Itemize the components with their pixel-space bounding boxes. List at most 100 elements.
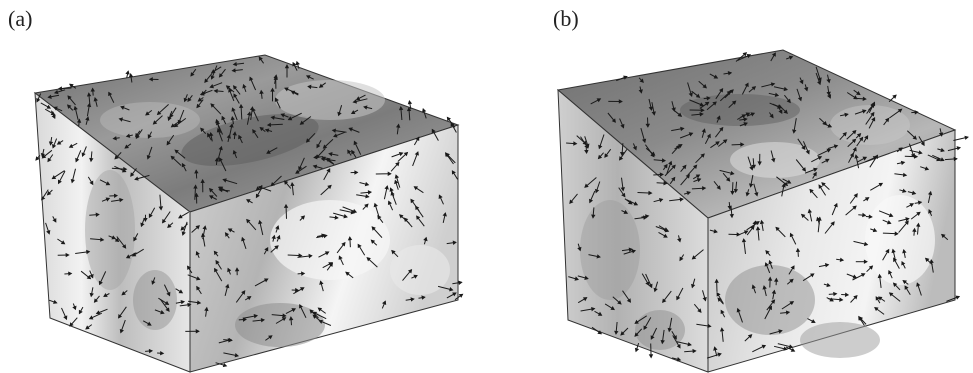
flow-arrow-head — [193, 184, 198, 189]
flow-arrow-head — [706, 133, 711, 139]
flow-arrow-head — [856, 133, 862, 138]
flow-arrow-head — [354, 170, 359, 175]
flow-arrow-head — [167, 223, 172, 228]
flow-arrow-head — [853, 193, 858, 198]
flow-arrow-head — [47, 157, 52, 163]
flow-arrow-head — [93, 298, 99, 303]
flow-arrow-head — [826, 148, 832, 153]
flow-arrow-head — [166, 291, 171, 297]
flow-arrow-head — [617, 300, 622, 305]
flow-arrow-head — [209, 84, 214, 89]
flow-arrow-head — [688, 92, 693, 98]
flow-arrow-head — [767, 276, 773, 281]
flow-arrow-head — [729, 213, 735, 219]
flow-arrow-head — [751, 86, 757, 91]
flow-arrow-head — [776, 104, 782, 109]
flow-arrow-head — [717, 297, 722, 302]
flow-arrow-head — [785, 310, 791, 315]
flow-arrow-head — [312, 311, 318, 316]
flow-arrow-head — [783, 86, 788, 92]
flow-arrow-head — [458, 293, 464, 298]
flow-arrow-head — [740, 142, 745, 147]
flow-arrow-head — [619, 151, 625, 157]
flow-arrow-head — [764, 262, 769, 267]
flow-arrow-head — [745, 112, 751, 117]
flow-arrow-head — [852, 205, 857, 210]
flow-arrow-head — [702, 297, 707, 302]
flow-arrow-head — [788, 55, 794, 60]
flow-arrow-head — [955, 295, 961, 300]
flow-arrow-head — [351, 149, 356, 155]
flow-arrow-head — [299, 287, 305, 292]
flow-arrow-head — [855, 91, 861, 96]
flow-arrow-head — [891, 248, 896, 254]
flow-arrow-head — [695, 174, 701, 179]
flow-arrow-head — [719, 126, 724, 132]
flow-arrow-head — [446, 116, 451, 122]
flow-arrow-head — [818, 184, 823, 189]
flow-arrow-head — [114, 237, 120, 243]
flow-arrow-head — [230, 115, 235, 121]
flow-arrow-head — [229, 123, 234, 128]
flow-arrow-head — [95, 212, 100, 217]
flow-arrow-head — [569, 199, 574, 205]
flow-arrow-head — [287, 116, 293, 121]
flow-arrow-head — [210, 75, 215, 80]
flow-arrow-head — [174, 149, 179, 154]
flow-arrow-head — [68, 143, 74, 148]
flow-arrow-head — [573, 141, 578, 146]
flow-arrow-head — [940, 147, 945, 153]
flow-arrow-head — [774, 277, 779, 282]
flow-arrow-head — [227, 267, 232, 273]
flow-arrow-head — [46, 191, 52, 196]
flow-arrow-head — [929, 259, 934, 264]
flow-arrow-head — [162, 218, 167, 224]
flow-arrow-head — [902, 279, 908, 285]
flow-arrow-head — [334, 215, 339, 220]
flow-arrow-head — [872, 227, 878, 233]
flow-arrow-head — [863, 259, 868, 264]
flow-arrow-head — [912, 135, 917, 140]
flow-arrow-head — [143, 218, 148, 223]
flow-arrow-head — [53, 299, 58, 304]
flow-arrow-head — [584, 183, 589, 188]
flow-arrow-head — [807, 208, 813, 214]
flow-arrow-head — [789, 278, 794, 284]
flow-arrow-head — [309, 309, 314, 314]
flow-arrow-head — [862, 156, 868, 161]
flow-arrow-head — [299, 303, 303, 309]
flow-arrow-head — [187, 302, 192, 308]
cube-b-right-face — [707, 129, 956, 373]
panel-a-label: (a) — [8, 6, 33, 31]
flow-arrow-head — [598, 144, 603, 150]
flow-arrow-head — [232, 131, 237, 136]
flow-arrow-head — [765, 250, 770, 255]
flow-arrow-head — [676, 357, 682, 362]
flow-arrow-head — [623, 75, 628, 80]
flow-arrow-head — [826, 78, 831, 84]
flow-arrow-head — [406, 106, 412, 112]
flow-arrow-head — [900, 160, 906, 166]
flow-arrow-head — [905, 217, 910, 222]
flow-arrow-head — [271, 234, 276, 240]
flow-arrow-head — [924, 166, 930, 171]
flow-arrow-head — [591, 214, 596, 219]
flow-arrow-head — [326, 168, 331, 173]
flow-arrow-head — [90, 87, 95, 92]
panel-b-label: (b) — [553, 6, 579, 31]
flow-arrow-head — [885, 248, 890, 254]
flow-arrow-head — [747, 334, 753, 339]
flow-arrow-head — [118, 313, 123, 319]
flow-arrow-head — [741, 114, 747, 119]
flow-arrow-head — [387, 171, 392, 177]
flow-arrow-head — [124, 144, 130, 149]
flow-arrow-head — [641, 138, 647, 144]
flow-arrow-head — [783, 181, 789, 187]
flow-arrow-head — [916, 222, 921, 227]
flow-arrow-head — [827, 123, 833, 128]
flow-arrow-head — [160, 310, 165, 315]
flow-arrow-head — [331, 128, 337, 133]
flow-arrow-head — [830, 221, 835, 226]
flow-arrow-head — [69, 322, 74, 327]
flow-arrow-head — [221, 115, 226, 121]
